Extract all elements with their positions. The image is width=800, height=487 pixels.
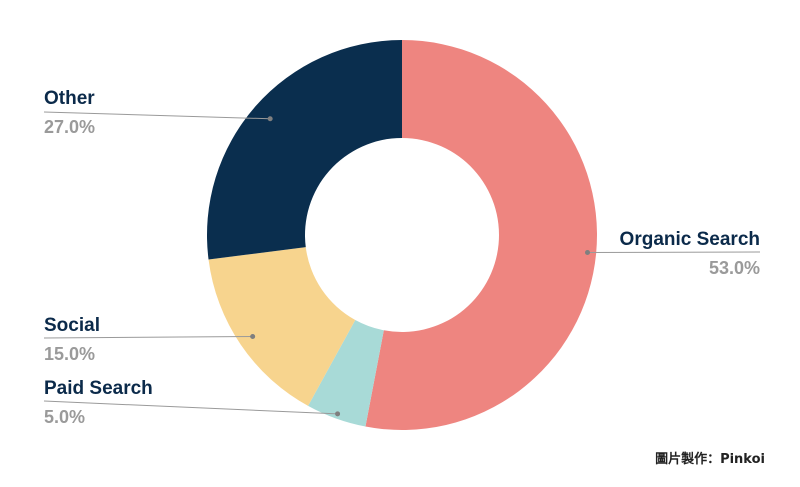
category-label-social: Social — [44, 315, 100, 336]
value-label-paid-search: 5.0% — [44, 407, 85, 427]
leader-dot-organic-search — [584, 250, 590, 256]
value-label-other: 27.0% — [44, 117, 95, 137]
category-label-other: Other — [44, 88, 95, 109]
value-label-social: 15.0% — [44, 344, 95, 364]
leader-line-organic-search — [587, 251, 761, 254]
value-label-organic-search: 53.0% — [709, 258, 760, 278]
leader-line-paid-search — [43, 400, 338, 415]
leader-line-social — [43, 335, 253, 339]
category-label-paid-search: Paid Search — [44, 378, 153, 399]
leader-dot-other — [267, 116, 273, 122]
slice-social — [208, 247, 356, 406]
leader-dot-social — [250, 333, 256, 339]
image-credit: 圖片製作：Pinkoi — [655, 451, 765, 467]
slice-paid-search — [308, 320, 384, 427]
category-label-organic-search: Organic Search — [620, 229, 760, 250]
leader-line-other — [43, 111, 271, 120]
slice-other — [206, 40, 402, 260]
slice-organic-search — [365, 40, 597, 430]
leader-dot-paid-search — [335, 411, 341, 417]
